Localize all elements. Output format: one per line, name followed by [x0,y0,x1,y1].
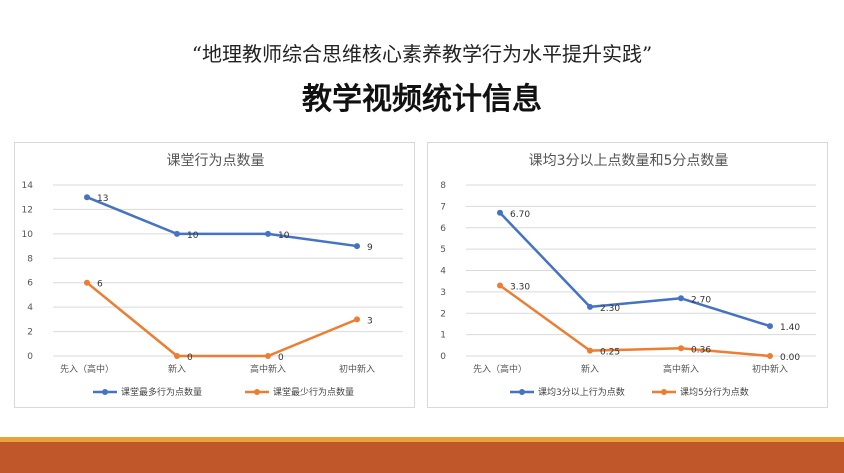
page-subtitle: “地理教师综合思维核心素养教学行为水平提升实践” [191,42,653,66]
data-point [767,323,773,330]
data-point [265,230,271,237]
data-point [587,347,593,354]
data-point [84,279,90,286]
data-point [678,295,684,302]
data-label: 9 [367,243,373,253]
chart-classroom-points: 课堂行为点数量 0 2 4 6 8 10 12 14 先入（高中） 新入 高中新入 初中新入 13 10 10… [22,153,403,398]
legend-label: 课均3分以上行为点数 [538,386,625,398]
y-tick-label: 6 [27,279,33,289]
data-point [767,353,773,359]
chart-panel-classroom-points: 课堂行为点数量 0 2 4 6 8 10 12 14 先入（高中） 新入 高中新入 初中新入 13 10 10… [14,142,415,408]
legend-marker [102,389,108,395]
y-tick-label: 8 [440,181,446,191]
chart-title: 课均3分以上点数量和5分点数量 [529,153,729,169]
data-point [174,230,180,237]
data-point [265,353,271,359]
data-label: 2.30 [600,304,620,314]
x-tick-label: 初中新入 [752,363,788,375]
data-point [174,353,180,359]
data-point [497,209,503,216]
data-point [497,282,503,289]
legend-label: 课堂最少行为点数量 [273,386,354,398]
data-label: 1.40 [780,323,800,333]
data-point [354,316,360,323]
data-label: 0.36 [691,345,711,355]
data-label: 0 [187,353,193,363]
legend-marker [254,389,260,395]
x-tick-label: 新入 [581,363,599,375]
y-tick-label: 10 [22,230,34,240]
y-tick-label: 14 [22,181,34,191]
chart-average-points: 课均3分以上点数量和5分点数量 0 1 2 3 4 5 6 7 8 先入（高中） 新入 高中新入 初中新入… [440,153,816,398]
legend-label: 课均5分行为点数 [680,386,749,398]
y-tick-label: 2 [27,328,33,338]
data-point [84,194,90,201]
y-tick-label: 0 [440,352,446,362]
y-tick-label: 12 [22,205,33,215]
data-point [587,303,593,310]
x-tick-label: 先入（高中） [60,363,114,375]
data-label: 0.25 [600,348,620,358]
page-title: 教学视频统计信息 [302,82,542,117]
x-tick-label: 新入 [168,363,186,375]
y-tick-label: 5 [440,245,446,255]
data-label: 13 [97,194,108,204]
data-label: 2.70 [691,295,711,305]
chart-panel-average-points: 课均3分以上点数量和5分点数量 0 1 2 3 4 5 6 7 8 先入（高中） 新入 高中新入 初中新入… [427,142,828,408]
y-tick-label: 8 [27,254,33,264]
series-line [86,281,358,358]
series-line [499,284,771,358]
x-tick-label: 初中新入 [339,363,375,375]
series-line [86,196,358,248]
accent-bar [0,437,844,442]
x-tick-label: 高中新入 [250,363,286,375]
chart-title: 课堂行为点数量 [167,153,265,169]
footer-bar [0,442,844,473]
data-label: 0.00 [780,353,800,363]
y-tick-label: 4 [440,267,446,277]
series-line [499,211,771,328]
y-tick-label: 6 [440,224,446,234]
y-tick-label: 4 [27,303,33,313]
data-label: 0 [278,353,284,363]
x-tick-label: 高中新入 [663,363,699,375]
legend-marker [519,389,525,395]
y-tick-label: 3 [440,288,446,298]
data-label: 3 [367,316,373,326]
data-label: 6 [97,280,103,290]
y-tick-label: 7 [440,202,446,212]
y-tick-label: 2 [440,309,446,319]
legend-label: 课堂最多行为点数量 [121,386,202,398]
data-label: 10 [278,231,290,241]
legend-marker [661,389,667,395]
data-label: 6.70 [510,210,530,220]
data-label: 10 [187,231,199,241]
data-label: 3.30 [510,282,530,292]
y-tick-label: 0 [27,352,33,362]
data-point [678,345,684,352]
y-tick-label: 1 [440,331,446,341]
x-tick-label: 先入（高中） [473,363,527,375]
data-point [354,243,360,250]
